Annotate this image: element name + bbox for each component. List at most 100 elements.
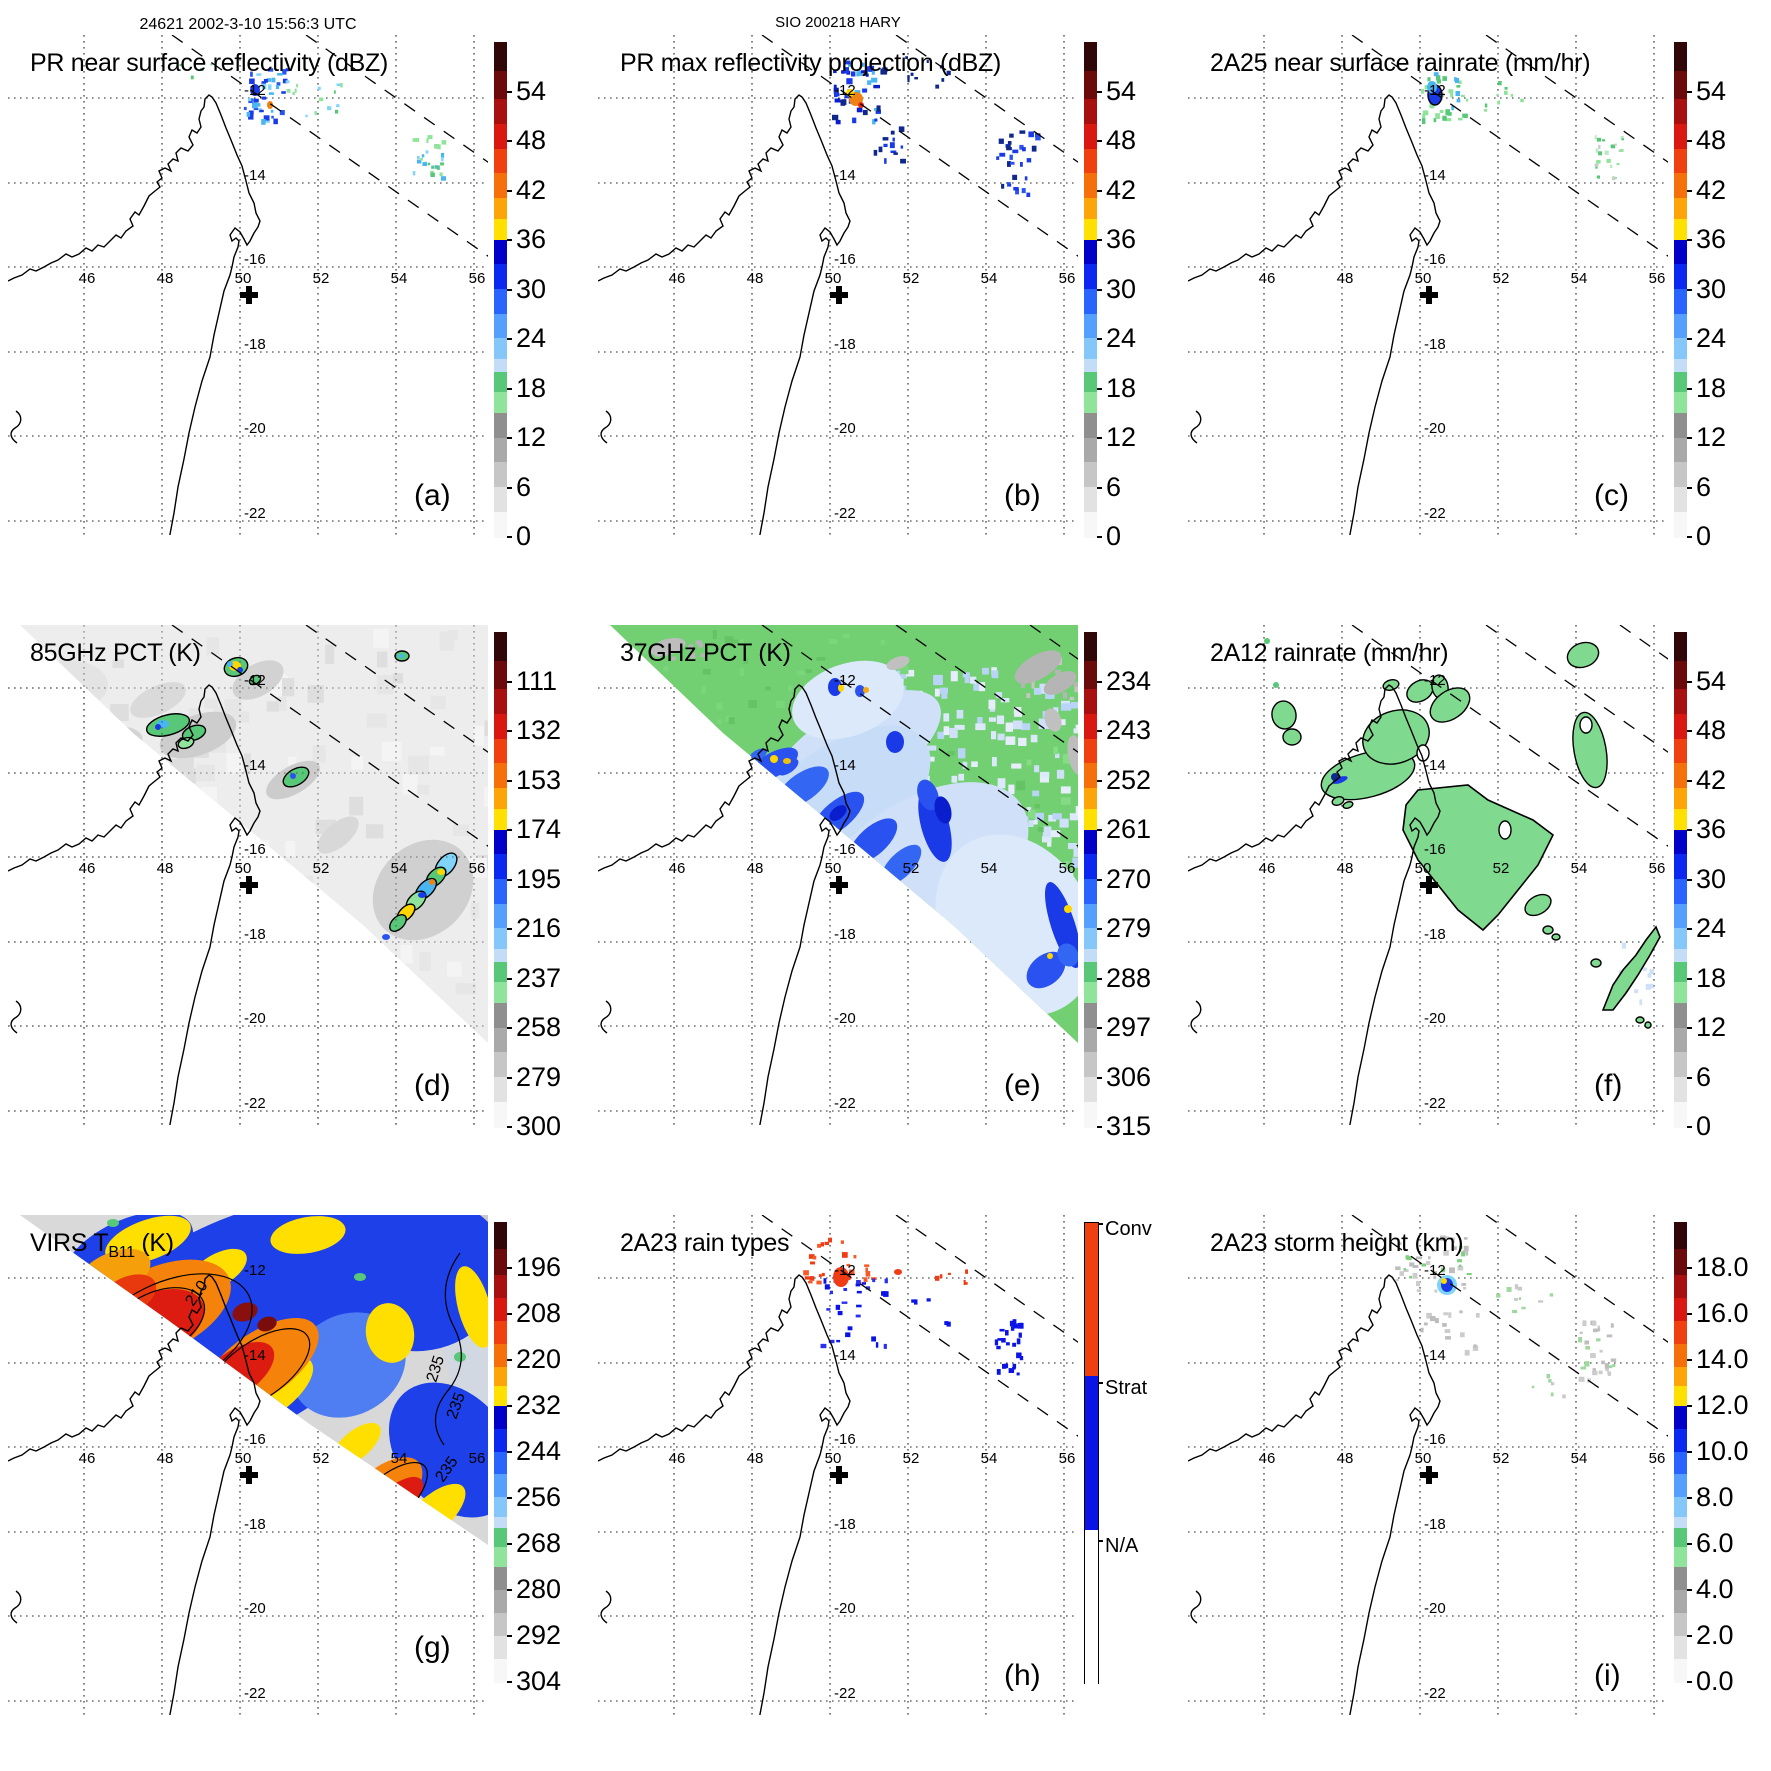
lon-label: 54 — [1571, 270, 1588, 287]
storm-center-cross — [830, 1466, 848, 1484]
lon-label: 50 — [1415, 270, 1432, 287]
colorbar-tick-label: 30 — [1106, 273, 1137, 304]
raintype-label-na: N/A — [1105, 1535, 1139, 1558]
storm-center-cross — [1420, 1466, 1438, 1484]
lon-label: 50 — [235, 860, 252, 877]
colorbar-tick-label: 252 — [1106, 764, 1152, 795]
panel-d-letter: (d) — [414, 1069, 451, 1102]
colorbar-tick-label: 0.0 — [1696, 1666, 1734, 1696]
colorbar-tick-label: 0 — [1696, 1111, 1712, 1141]
colorbar-tick-label: 234 — [1106, 665, 1152, 696]
lon-label: 46 — [669, 860, 686, 877]
colorbar-tick-label: 244 — [516, 1436, 562, 1466]
lat-label: -14 — [244, 167, 266, 184]
lon-label: 50 — [1415, 1450, 1432, 1467]
lon-label: 54 — [981, 860, 998, 877]
colorbar-d: 111 132 153 174 195 216 237 258 279 300 — [494, 632, 561, 1140]
colorbar-tick-label: 36 — [1106, 224, 1137, 254]
lat-label: -18 — [244, 1516, 266, 1533]
panel-b-data — [832, 56, 1041, 197]
lat-label: -14 — [1424, 167, 1446, 184]
lon-label: 56 — [1649, 270, 1666, 287]
colorbar-tick-label: 270 — [1106, 863, 1152, 894]
colorbar-tick-label: 216 — [516, 913, 562, 943]
lat-label: -14 — [834, 1347, 856, 1364]
colorbar-tick-label: 300 — [516, 1111, 562, 1141]
colorbar-tick-label: 279 — [516, 1061, 562, 1092]
lon-label: 50 — [825, 1450, 842, 1467]
colorbar-tick-label: 42 — [516, 174, 547, 205]
lon-label: 56 — [469, 270, 486, 287]
panel-f-svg: 46 48 50 52 54 56 -12 -14 -16 -18 -20 -22 2A12 rainr… — [1187, 624, 1686, 1136]
colorbar-tick-label: 6 — [516, 471, 532, 502]
colorbar-tick-label: 6 — [1106, 471, 1122, 502]
colorbar-tick-label: 220 — [516, 1344, 562, 1374]
lat-label: -12 — [834, 82, 856, 99]
swath-edge-dashes — [761, 34, 1096, 269]
lon-label: 52 — [903, 1450, 920, 1467]
colorbar-tick-label: 12 — [1696, 1012, 1727, 1042]
lat-label: -12 — [1424, 1262, 1446, 1279]
panel-g-title: VIRS TB11 (K) — [30, 1229, 174, 1261]
colorbar-tick-label: 54 — [1106, 75, 1137, 106]
lon-label: 46 — [1259, 860, 1276, 877]
colorbar-tick-label: 18 — [1696, 372, 1727, 403]
lon-label: 50 — [825, 270, 842, 287]
case-id-header: SIO 200218 HARY — [775, 14, 901, 31]
panel-a-map: 46 48 50 52 54 56 -12 -14 -16 -18 -20 -22 PR near su… — [7, 34, 506, 546]
swath-edge-dashes — [1351, 624, 1686, 859]
lon-label: 48 — [747, 860, 764, 877]
panel-f-letter: (f) — [1594, 1069, 1622, 1102]
colorbar-tick-label: 195 — [516, 863, 562, 894]
colorbar-tick-label: 36 — [516, 224, 547, 254]
storm-center-cross — [240, 876, 258, 894]
colorbar-tick-label: 30 — [516, 273, 547, 304]
lon-label: 54 — [391, 860, 408, 877]
lat-label: -12 — [834, 672, 856, 689]
lat-label: -22 — [244, 1685, 266, 1702]
coastline — [7, 1274, 261, 1726]
coastline — [597, 94, 851, 546]
lat-label: -16 — [1424, 841, 1446, 858]
colorbar-tick-label: 304 — [516, 1666, 562, 1696]
lon-label: 50 — [1415, 860, 1432, 877]
panel-b-map: 46 48 50 52 54 56 -12 -14 -16 -18 -20 -22 PR max ref… — [597, 34, 1096, 546]
panel-g-letter: (g) — [414, 1631, 451, 1664]
lon-label: 48 — [157, 860, 174, 877]
coastline — [597, 1274, 851, 1726]
swath-edge-dashes — [1351, 1214, 1686, 1449]
colorbar-tick-label: 54 — [1696, 75, 1727, 106]
lat-label: -16 — [834, 251, 856, 268]
coastline — [1187, 1274, 1441, 1726]
lon-label: 56 — [469, 1450, 486, 1467]
lat-label: -16 — [244, 841, 266, 858]
swath-edge-dashes — [171, 34, 506, 269]
colorbar-tick-label: 18 — [516, 372, 547, 403]
lon-label: 52 — [313, 860, 330, 877]
lon-label: 54 — [391, 270, 408, 287]
lon-label: 46 — [79, 270, 96, 287]
lat-label: -20 — [1424, 1600, 1446, 1617]
lat-label: -14 — [834, 167, 856, 184]
lat-label: -22 — [244, 1095, 266, 1112]
lon-label: 52 — [313, 1450, 330, 1467]
lon-label: 54 — [1571, 860, 1588, 877]
colorbar-tick-label: 48 — [1106, 125, 1137, 155]
lon-label: 46 — [1259, 1450, 1276, 1467]
colorbar-e: 234 243 252 261 270 279 288 297 306 315 — [1084, 632, 1151, 1140]
lat-label: -20 — [834, 1600, 856, 1617]
colorbar-tick-label: 243 — [1106, 715, 1152, 745]
lon-label: 48 — [1337, 1450, 1354, 1467]
coastline — [7, 94, 261, 546]
panel-b-letter: (b) — [1004, 479, 1041, 512]
coastline — [1187, 684, 1441, 1136]
lat-label: -22 — [1424, 1685, 1446, 1702]
lat-label: -18 — [834, 1516, 856, 1533]
colorbar-tick-label: 6 — [1696, 1061, 1712, 1092]
colorbar-f: 54 48 42 36 30 24 18 12 6 0 — [1674, 632, 1726, 1140]
colorbar-tick-label: 30 — [1696, 273, 1727, 304]
lat-label: -20 — [244, 1600, 266, 1617]
lat-label: -14 — [244, 1347, 266, 1364]
storm-center-cross — [830, 876, 848, 894]
colorbar-tick-label: 297 — [1106, 1012, 1152, 1042]
